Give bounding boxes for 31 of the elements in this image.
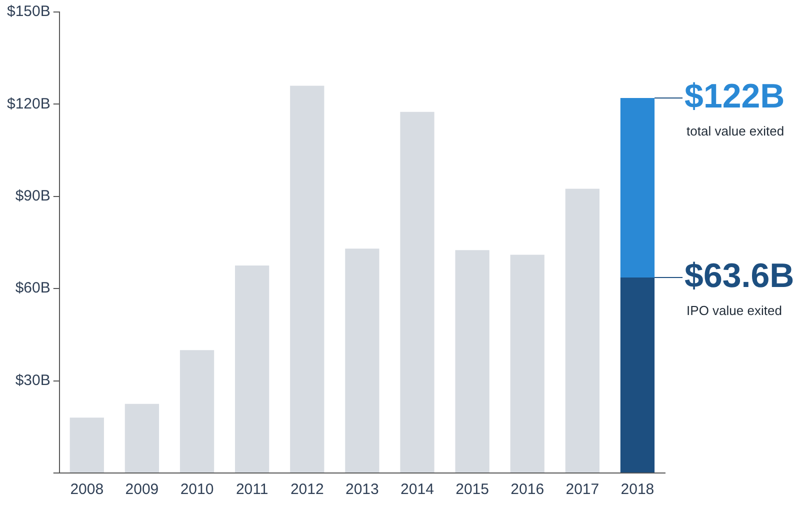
bar [455,250,490,472]
bar [565,188,600,472]
x-tick-label: 2018 [620,481,654,498]
x-tick-label: 2017 [566,481,600,498]
bar [510,254,544,472]
x-tick-label: 2010 [180,481,214,498]
bar [124,404,160,472]
annotation: $122B [684,77,785,116]
x-tick-label: 2015 [456,481,489,498]
y-tick-label: $150B [7,3,50,20]
y-tick-label: $30B [15,372,50,389]
annotation: $63.6B [684,256,794,295]
bar [345,248,380,472]
y-tick-label: $90B [15,188,50,205]
bar [235,266,270,472]
text: IPO value exited [686,303,782,318]
y-tick-label: $60B [15,280,50,297]
bar [70,418,104,472]
bar [400,112,434,472]
bar [620,98,655,278]
y-tick-label: $120B [7,95,50,112]
x-tick-label: 2008 [70,481,104,498]
x-tick-label: 2013 [346,481,379,498]
x-tick-label: 2009 [125,481,159,498]
text: total value exited [686,124,784,139]
x-tick-label: 2011 [236,481,268,498]
x-tick-label: 2016 [510,481,544,498]
bar [290,86,324,472]
bar [180,350,214,472]
x-tick-label: 2012 [290,481,324,498]
x-tick-label: 2014 [400,481,434,498]
